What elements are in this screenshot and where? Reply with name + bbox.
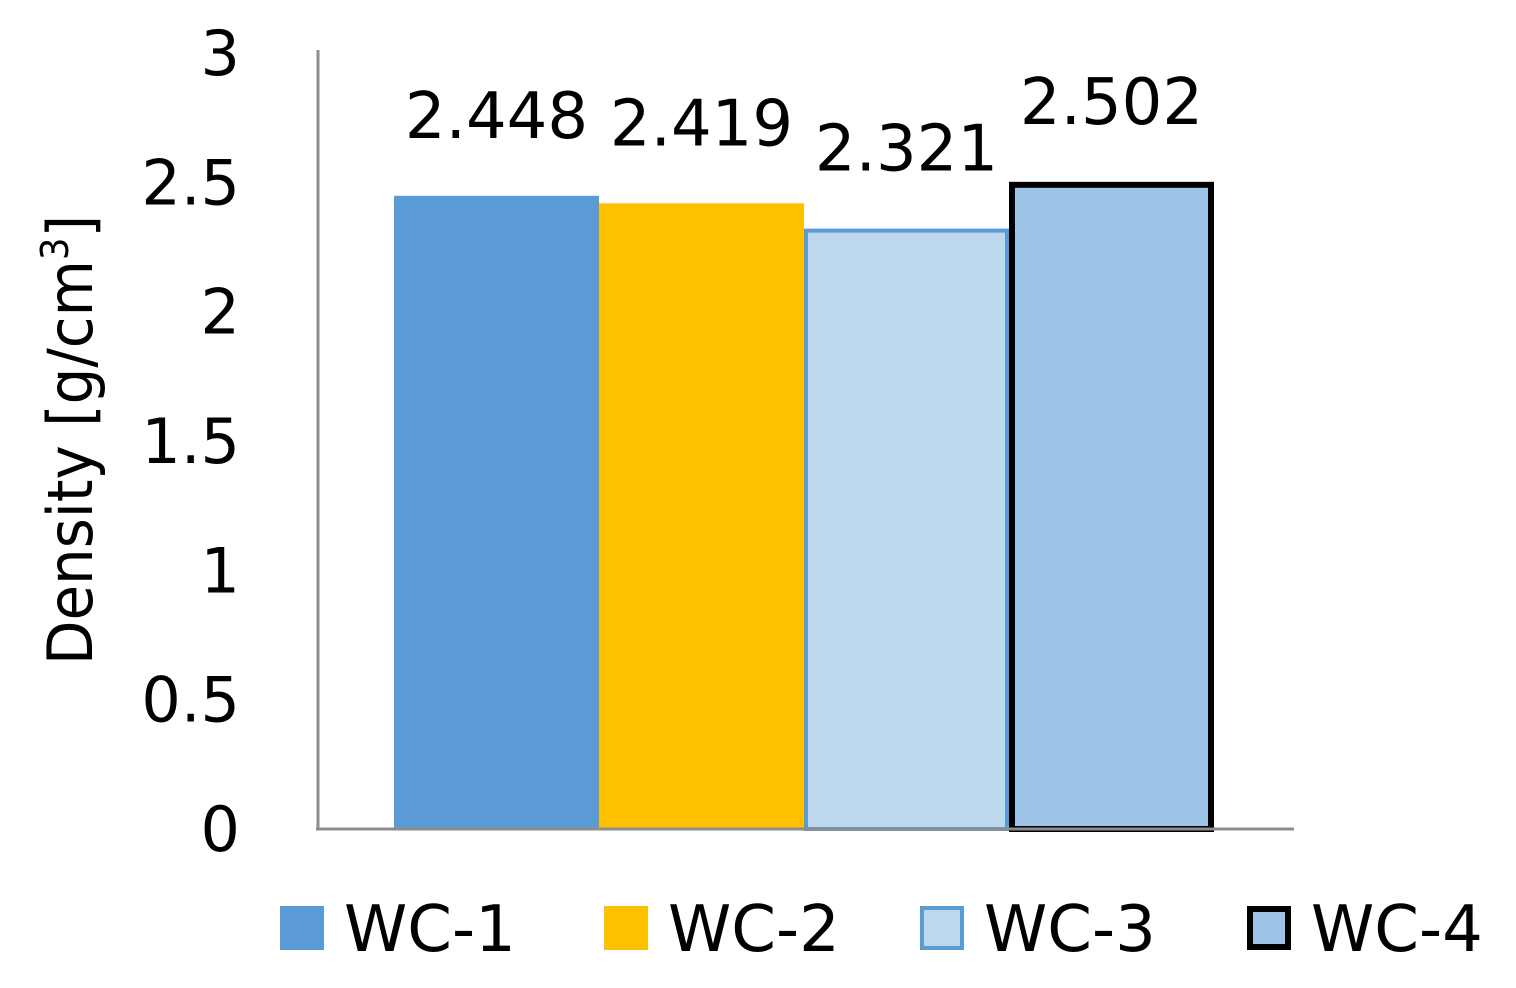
data-label-wc-3: 2.321 [815, 113, 998, 187]
y-axis-title: Density [g/cm3] [33, 215, 107, 665]
bar-wc-1 [394, 195, 599, 829]
legend-swatch-wc-3 [920, 906, 964, 950]
legend-label-wc-4: WC-4 [1311, 893, 1483, 967]
legend-label-wc-3: WC-3 [984, 893, 1156, 967]
y-axis-title-main: Density [g/cm [34, 260, 107, 665]
legend: WC-1 WC-2 WC-3 WC-4 [280, 893, 1483, 967]
legend-swatch-wc-2 [604, 906, 648, 950]
y-tick-label: 2.5 [141, 146, 240, 219]
legend-swatch-wc-1 [280, 906, 324, 950]
data-label-wc-4: 2.502 [1020, 66, 1203, 140]
legend-label-wc-2: WC-2 [668, 893, 840, 967]
y-tick-label: 1.5 [141, 405, 240, 478]
y-tick-label: 3 [201, 17, 240, 90]
bar-wc-4 [1009, 181, 1214, 833]
y-tick-label: 1 [201, 534, 240, 607]
data-label-wc-1: 2.448 [405, 80, 588, 154]
y-tick-labels: 0 0.5 1 1.5 2 2.5 3 [141, 17, 240, 866]
legend-label-wc-1: WC-1 [344, 893, 516, 967]
y-tick-label: 0 [201, 793, 240, 866]
bar-wc-3 [804, 228, 1009, 832]
y-tick-label: 0.5 [141, 664, 240, 737]
legend-swatch-wc-4 [1247, 906, 1291, 950]
data-labels: 2.448 2.419 2.321 2.502 [405, 66, 1203, 187]
bar-wc-2 [599, 203, 804, 829]
bars [394, 181, 1214, 833]
y-axis-title-suffix: ] [34, 215, 107, 238]
y-tick-label: 2 [201, 276, 240, 349]
y-axis-title-superscript: 3 [33, 238, 77, 261]
data-label-wc-2: 2.419 [610, 87, 793, 161]
